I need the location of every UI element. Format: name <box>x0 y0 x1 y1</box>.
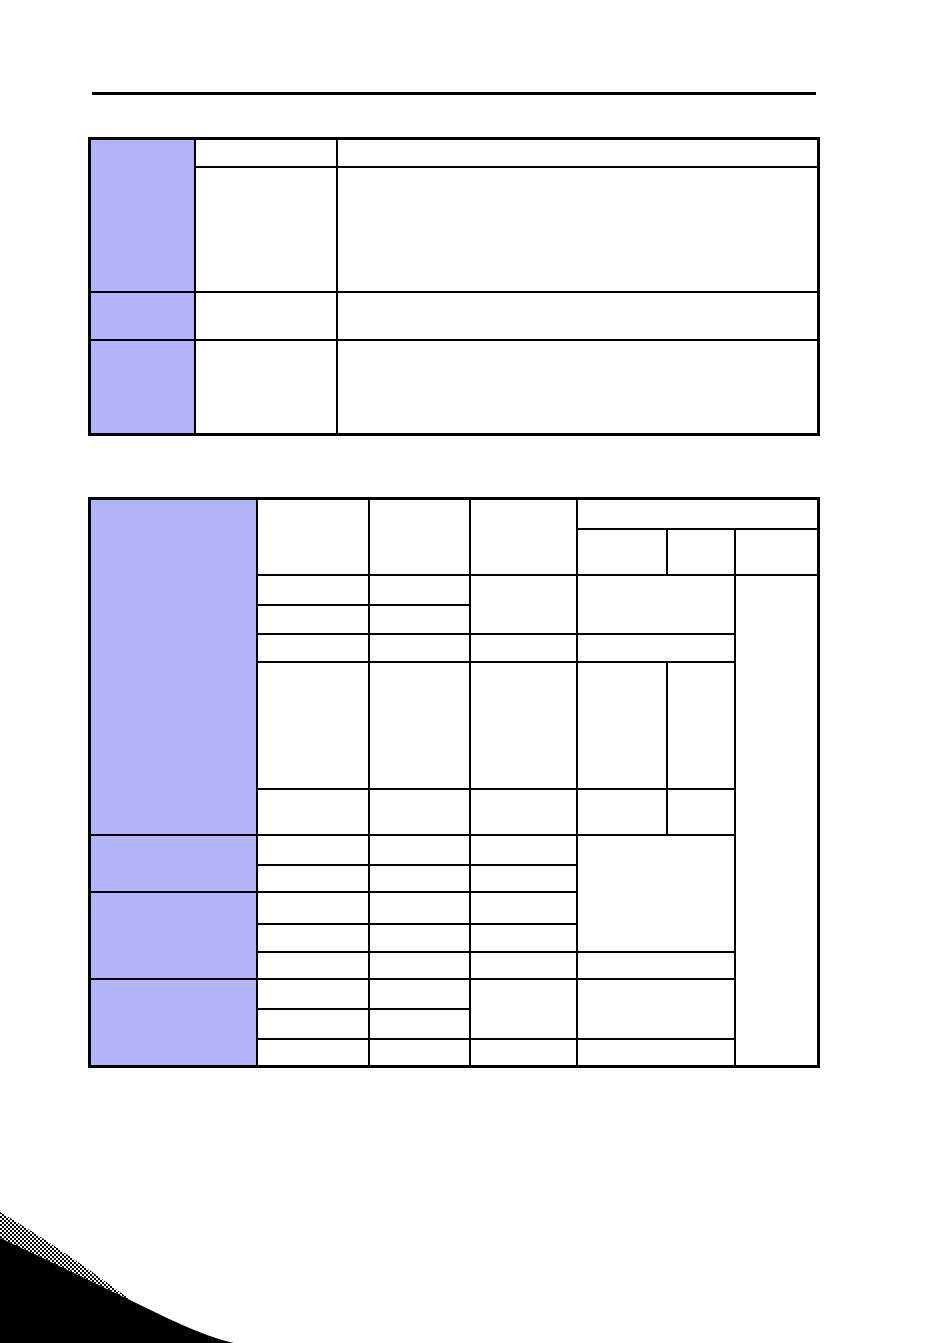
table-cell <box>255 950 370 980</box>
merged-cell <box>575 977 736 1040</box>
table-cell <box>468 863 578 893</box>
row-label-cell <box>88 338 196 436</box>
table-cell <box>665 787 736 836</box>
column-subheader-cell <box>575 527 668 576</box>
table-cell <box>468 922 578 953</box>
table-cell <box>468 573 578 635</box>
table-cell <box>193 165 338 293</box>
table-cell <box>367 603 471 635</box>
table-cell <box>255 890 370 925</box>
tall-merged-cell <box>733 573 820 1068</box>
table-cell <box>255 922 370 953</box>
table-cell <box>193 290 338 341</box>
table-cell <box>468 890 578 925</box>
table-cell <box>367 977 471 1010</box>
swoosh-black-wedge <box>0 1238 234 1343</box>
table-cell <box>367 950 471 980</box>
row-group-label-cell <box>88 977 258 1068</box>
swoosh-hatch-band <box>0 1212 136 1304</box>
table-cell <box>367 1007 471 1040</box>
table-cell <box>468 632 578 663</box>
row-label-cell <box>88 137 196 293</box>
table-cell <box>367 660 471 790</box>
column-subheader-cell <box>733 527 820 576</box>
table-cell <box>335 290 820 341</box>
column-header-cell <box>367 497 471 576</box>
table-cell <box>367 632 471 663</box>
merged-cell <box>468 977 578 1040</box>
table-cell <box>367 1037 471 1068</box>
table-cell <box>468 950 578 980</box>
table-cell <box>367 863 471 893</box>
row-label-cell <box>88 290 196 341</box>
table-cell <box>255 573 370 606</box>
table-cell <box>255 632 370 663</box>
corner-swoosh-decoration <box>0 1212 234 1343</box>
table-cell <box>255 603 370 635</box>
table-cell <box>665 660 736 790</box>
table-cell <box>468 660 578 790</box>
header-rule <box>92 92 816 95</box>
table-cell <box>367 573 471 606</box>
table-cell <box>255 1037 370 1068</box>
table-cell <box>335 137 820 168</box>
table-cell <box>255 977 370 1010</box>
table-cell <box>255 863 370 893</box>
column-header-cell <box>468 497 578 576</box>
table-cell <box>468 787 578 836</box>
row-group-label-cell <box>88 833 258 893</box>
table-cell <box>367 890 471 925</box>
table-cell <box>255 833 370 866</box>
column-header-group-cell <box>575 497 820 530</box>
merged-cell <box>575 833 736 953</box>
merged-cell <box>575 950 736 980</box>
table-cell <box>575 573 736 635</box>
table-cell <box>367 922 471 953</box>
table-cell <box>335 338 820 436</box>
row-group-label-cell <box>88 497 258 836</box>
column-header-cell <box>255 497 370 576</box>
row-group-label-cell <box>88 890 258 980</box>
upper-spec-table <box>88 137 820 436</box>
table-cell <box>468 1037 578 1068</box>
table-cell <box>335 165 820 293</box>
table-cell <box>367 787 471 836</box>
merged-cell <box>575 1037 736 1068</box>
table-cell <box>468 833 578 866</box>
table-cell <box>255 787 370 836</box>
table-cell <box>367 833 471 866</box>
table-cell <box>255 1007 370 1040</box>
table-cell <box>193 338 338 436</box>
table-cell <box>575 660 668 790</box>
lower-spec-table <box>88 497 821 1068</box>
column-subheader-cell <box>665 527 736 576</box>
table-cell <box>575 632 736 663</box>
table-cell <box>193 137 338 168</box>
table-cell <box>255 660 370 790</box>
table-cell <box>575 787 668 836</box>
